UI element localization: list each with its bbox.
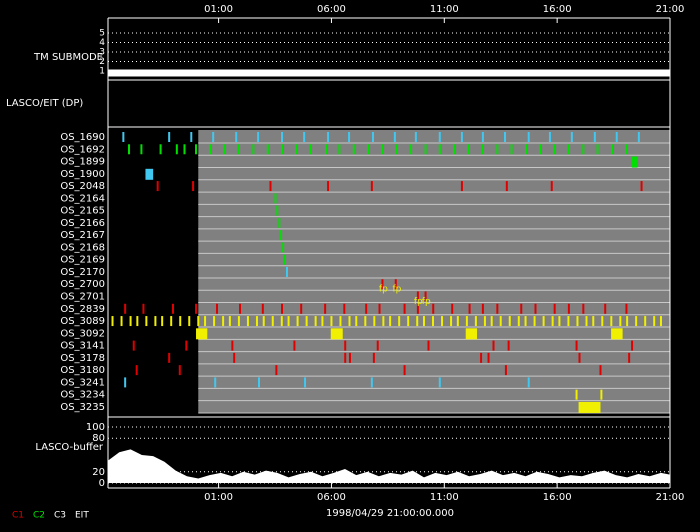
row-label: OS_2164	[60, 193, 105, 204]
row-label: OS_2701	[60, 292, 105, 303]
row-label: OS_3234	[60, 390, 105, 401]
row-label: OS_2170	[60, 267, 105, 278]
row-label: OS_1692	[60, 144, 105, 155]
row-label: OS_2169	[60, 255, 105, 266]
buffer-area	[108, 449, 670, 483]
annotation: fp	[379, 285, 388, 295]
event-block	[578, 401, 601, 413]
buffer-label: LASCO-buffer	[35, 442, 103, 453]
row-label: OS_2700	[60, 279, 105, 290]
x-tick-label: 06:00	[317, 4, 346, 15]
legend-entry: EIT	[75, 511, 89, 521]
y-tick-label: 20	[92, 467, 105, 478]
event-block	[330, 328, 343, 340]
event-block	[145, 168, 154, 180]
x-tick-label: 21:00	[656, 4, 685, 15]
x-tick-label: 16:00	[543, 492, 572, 503]
row-label: OS_3180	[60, 365, 105, 376]
x-tick-label: 06:00	[317, 492, 346, 503]
event-block	[196, 328, 208, 340]
event-block	[611, 328, 623, 340]
row-label: OS_2048	[60, 181, 105, 192]
y-tick-label: 3	[99, 48, 105, 58]
y-tick-label: 2	[99, 57, 105, 67]
x-tick-label: 01:00	[204, 4, 233, 15]
y-tick-label: 80	[92, 433, 105, 444]
legend-entry: C1	[12, 511, 24, 521]
row-label: OS_1899	[60, 157, 105, 168]
row-label: OS_3178	[60, 353, 105, 364]
y-tick-label: 4	[99, 38, 105, 48]
x-tick-label: 11:00	[430, 492, 459, 503]
row-label: OS_3092	[60, 328, 105, 339]
x-tick-label: 11:00	[430, 4, 459, 15]
row-label: OS_3089	[60, 316, 105, 327]
legend-entry: C2	[33, 511, 45, 521]
row-label: OS_3141	[60, 341, 105, 352]
x-axis-label: 1998/04/29 21:00:00.000	[326, 508, 454, 519]
annotation: fp	[392, 285, 401, 295]
row-label: OS_2168	[60, 242, 105, 253]
row-label: OS_1690	[60, 132, 105, 143]
row-label: OS_2839	[60, 304, 105, 315]
annotation: fp	[414, 297, 423, 307]
row-label: OS_2165	[60, 206, 105, 217]
shaded-range	[198, 130, 670, 413]
y-tick-label: 100	[86, 422, 105, 433]
legend-entry: C3	[54, 511, 66, 521]
y-tick-label: 1	[99, 67, 105, 77]
row-label: OS_2167	[60, 230, 105, 241]
annotation: fp	[422, 297, 431, 307]
y-tick-label: 0	[99, 478, 105, 489]
y-tick-label: 5	[99, 29, 105, 39]
row-label: OS_3235	[60, 402, 105, 413]
section-label: LASCO/EIT (DP)	[6, 98, 83, 109]
event-block	[631, 156, 638, 168]
x-tick-label: 01:00	[204, 492, 233, 503]
submode-label: TM SUBMODE	[33, 52, 103, 63]
row-label: OS_3241	[60, 377, 105, 388]
x-tick-label: 16:00	[543, 4, 572, 15]
x-tick-label: 21:00	[656, 492, 685, 503]
row-label: OS_2166	[60, 218, 105, 229]
event-block	[465, 328, 478, 340]
row-label: OS_1900	[60, 169, 105, 180]
